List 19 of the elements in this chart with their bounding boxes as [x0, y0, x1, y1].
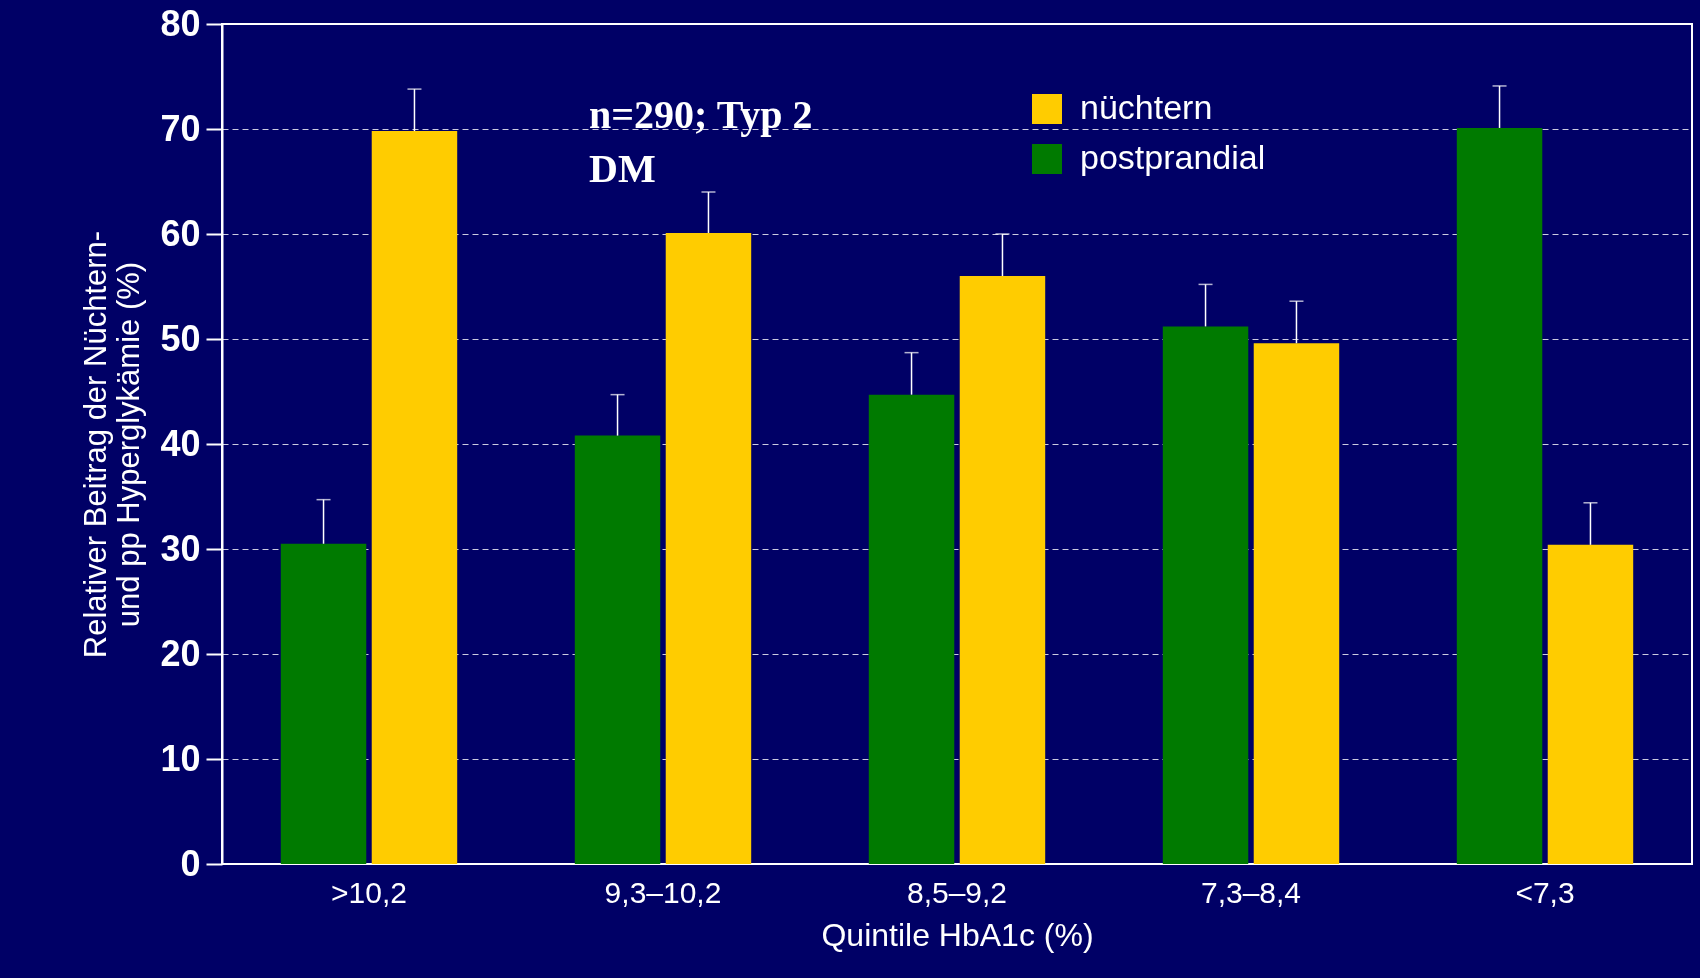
y-tick-label: 20 [160, 632, 201, 674]
y-tick-label: 60 [160, 212, 201, 254]
x-tick-label: >10,2 [331, 875, 407, 909]
y-tick-label: 30 [160, 527, 201, 569]
x-tick-label: <7,3 [1515, 875, 1575, 909]
y-tick-label: 40 [160, 422, 201, 464]
x-axis-title: Quintile HbA1c (%) [821, 916, 1094, 953]
x-tick-label: 9,3–10,2 [604, 875, 722, 909]
y-tick-label: 50 [160, 317, 201, 359]
y-tick-label: 0 [180, 842, 201, 884]
x-tick-label: 7,3–8,4 [1200, 875, 1302, 909]
y-tick-label: 70 [160, 107, 201, 149]
legend-label: nüchtern [1080, 88, 1213, 126]
legend-label: postprandial [1080, 138, 1266, 176]
y-axis-title: Relativer Beitrag der Nüchtern- und pp Hyperglykämie (%) [78, 230, 147, 659]
x-tick-label: 8,5–9,2 [906, 875, 1008, 909]
y-tick-label: 10 [160, 737, 201, 779]
y-tick-label: 80 [160, 2, 201, 44]
annotation: n=290; Typ 2 DM [589, 92, 813, 191]
